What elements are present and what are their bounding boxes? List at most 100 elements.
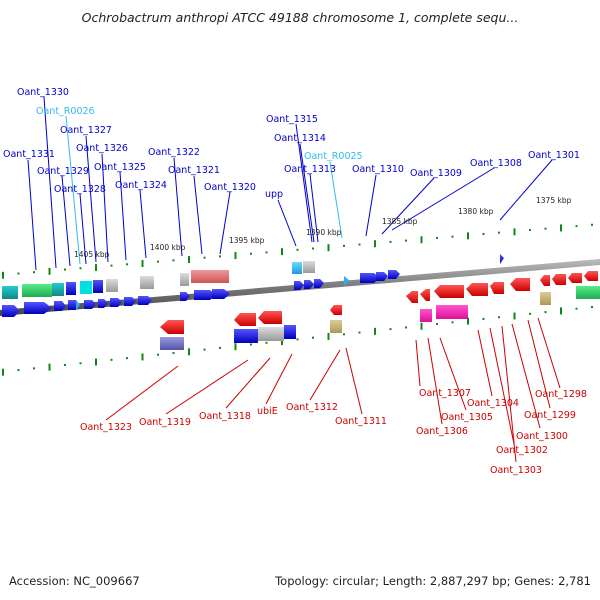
gene-arrow xyxy=(360,273,380,283)
gene-label[interactable]: Oant_1310 xyxy=(352,164,404,175)
gene-label[interactable]: Oant_1298 xyxy=(535,389,587,400)
gene-label[interactable]: Oant_1325 xyxy=(94,162,146,173)
gene-block xyxy=(191,270,229,283)
gene-arrow xyxy=(180,292,190,301)
rna-gene-label[interactable]: Oant_R0026 xyxy=(36,106,95,117)
gene-label[interactable]: Oant_1303 xyxy=(490,465,542,476)
scale-tick xyxy=(513,312,516,320)
gene-label[interactable]: Oant_1329 xyxy=(37,166,89,177)
scale-dot xyxy=(343,333,345,336)
gene-arrow xyxy=(500,254,504,264)
scale-dot xyxy=(17,272,20,275)
gene-label[interactable]: Oant_1305 xyxy=(441,412,493,423)
gene-label[interactable]: Oant_1323 xyxy=(80,422,132,433)
gene-arrow xyxy=(194,290,216,300)
gene-label[interactable]: Oant_1302 xyxy=(496,445,548,456)
gene-label[interactable]: Oant_1304 xyxy=(467,398,519,409)
gene-block xyxy=(576,286,600,299)
reverse-gene-labels: Oant_1323 Oant_1319 Oant_1318 ubiE Oant_… xyxy=(80,388,587,476)
scale-dot xyxy=(312,247,314,250)
gene-label[interactable]: Oant_1300 xyxy=(516,431,568,442)
gene-block xyxy=(292,262,302,274)
gene-label[interactable]: ubiE xyxy=(257,406,278,417)
scale-dot xyxy=(405,326,407,329)
gene-label[interactable]: Oant_1330 xyxy=(17,87,69,98)
gene-label[interactable]: Oant_1319 xyxy=(139,417,191,428)
gene-label[interactable]: Oant_1312 xyxy=(286,402,338,413)
scale-dot xyxy=(172,259,175,262)
gene-label[interactable]: Oant_1315 xyxy=(266,114,318,125)
page-title: Ochrobactrum anthropi ATCC 49188 chromos… xyxy=(81,10,519,25)
gene-arrow xyxy=(98,299,108,308)
scale-dot xyxy=(79,362,82,365)
gene-arrow xyxy=(388,270,400,279)
scale-tick xyxy=(327,244,330,252)
scale-label: 1400 kbp xyxy=(150,243,186,252)
gene-label[interactable]: Oant_1327 xyxy=(60,125,112,136)
scale-dot xyxy=(591,305,593,308)
gene-block xyxy=(160,337,184,350)
scale-dot xyxy=(498,231,500,234)
scale-tick xyxy=(281,338,283,346)
gene-label[interactable]: Oant_1301 xyxy=(528,150,580,161)
scale-tick xyxy=(95,263,97,271)
forward-label-connectors xyxy=(27,96,553,271)
gene-label[interactable]: Oant_1328 xyxy=(54,184,106,195)
scale-tick xyxy=(281,248,283,256)
scale-dot xyxy=(312,336,314,339)
gene-label[interactable]: upp xyxy=(265,189,283,200)
gene-arrow xyxy=(2,305,20,317)
scale-tick xyxy=(2,368,4,376)
reverse-label-connectors xyxy=(105,317,561,463)
gene-label[interactable]: Oant_1308 xyxy=(470,158,522,169)
rna-label-connectors xyxy=(65,115,343,265)
scale-dot xyxy=(436,236,438,239)
gene-label[interactable]: Oant_1306 xyxy=(416,426,468,437)
scale-dot xyxy=(157,260,159,263)
gene-arrow xyxy=(124,297,136,306)
gene-arrow xyxy=(24,302,52,314)
gene-arrow xyxy=(552,274,566,285)
gene-arrow xyxy=(84,300,96,309)
scale-dot xyxy=(203,348,206,351)
gene-arrow xyxy=(420,289,430,301)
scale-dot xyxy=(405,239,407,242)
scale-dot xyxy=(79,267,82,270)
scale-label: 1375 kbp xyxy=(536,196,572,205)
gene-label[interactable]: Oant_1320 xyxy=(204,182,256,193)
scale-tick xyxy=(188,348,190,356)
gene-arrow xyxy=(258,311,282,324)
scale-dot xyxy=(33,271,35,274)
scale-tick xyxy=(95,358,97,366)
gene-label[interactable]: Oant_1318 xyxy=(199,411,251,422)
gene-label[interactable]: Oant_1322 xyxy=(148,147,200,158)
scale-track-lower xyxy=(2,305,593,376)
scale-dot xyxy=(126,357,128,360)
gene-label[interactable]: Oant_1313 xyxy=(284,164,336,175)
gene-label[interactable]: Oant_1324 xyxy=(115,180,167,191)
scale-tick xyxy=(327,332,330,340)
scale-dot xyxy=(389,328,392,331)
scale-dot xyxy=(265,341,268,344)
scale-dot xyxy=(250,343,252,346)
gene-block xyxy=(284,325,296,339)
gene-label[interactable]: Oant_1314 xyxy=(274,133,326,144)
scale-label: 1380 kbp xyxy=(458,207,494,216)
gene-block xyxy=(22,284,52,297)
rna-gene-label[interactable]: Oant_R0025 xyxy=(304,151,363,162)
gene-label[interactable]: Oant_1299 xyxy=(524,410,576,421)
gene-arrow xyxy=(406,291,418,303)
scale-dot xyxy=(482,317,485,320)
scale-dot xyxy=(203,256,206,259)
gene-arrow xyxy=(304,280,314,289)
scale-dot xyxy=(451,321,454,324)
gene-label[interactable]: Oant_1307 xyxy=(419,388,471,399)
gene-label[interactable]: Oant_1321 xyxy=(168,165,220,176)
scale-dot xyxy=(482,232,485,235)
scale-tick xyxy=(48,363,51,371)
scale-label: 1390 kbp xyxy=(306,228,342,237)
gene-label[interactable]: Oant_1326 xyxy=(76,143,128,154)
gene-label[interactable]: Oant_1311 xyxy=(335,416,387,427)
gene-label[interactable]: Oant_1309 xyxy=(410,168,462,179)
gene-label[interactable]: Oant_1331 xyxy=(3,149,55,160)
